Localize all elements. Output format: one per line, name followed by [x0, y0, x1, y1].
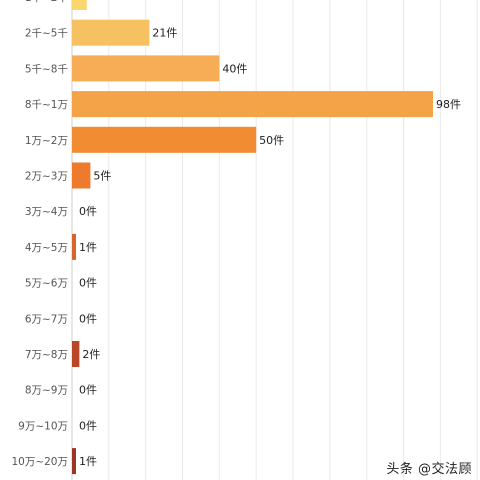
- bars: [72, 0, 433, 475]
- value-label: 21件: [152, 27, 177, 40]
- value-label: 40件: [222, 62, 247, 75]
- category-label: 8千~1万: [25, 99, 68, 111]
- value-label: 98件: [436, 98, 461, 111]
- category-label: 1万~2万: [25, 135, 68, 147]
- category-label: 7万~8万: [25, 349, 68, 361]
- value-label: 2件: [82, 348, 100, 361]
- bar: [72, 19, 150, 46]
- bar: [72, 0, 87, 10]
- value-label: 0件: [79, 419, 97, 432]
- category-label: 6万~7万: [25, 313, 68, 325]
- bar: [72, 91, 433, 118]
- category-label: 2千~5千: [25, 28, 68, 40]
- category-label: 5万~6万: [25, 278, 68, 290]
- category-label: 3万~4万: [25, 206, 68, 218]
- value-label: 50件: [259, 134, 284, 147]
- category-label: 10万~20万: [11, 456, 68, 468]
- category-label: 4万~5万: [25, 242, 68, 254]
- category-label: 1千~2千: [25, 0, 68, 4]
- value-label: 5件: [93, 170, 111, 183]
- bar: [72, 341, 80, 367]
- bar: [72, 55, 220, 82]
- value-label: 0件: [79, 312, 97, 325]
- bar: [72, 448, 76, 475]
- value-label: 0件: [79, 384, 97, 397]
- value-label: 0件: [79, 205, 97, 218]
- bar: [72, 233, 76, 260]
- value-labels: 21件 40件 98件 50件 5件 0件 1件 0件 0件 2件 0件 0件 1件: [79, 27, 461, 468]
- category-label: 9万~10万: [18, 420, 68, 432]
- bar: [72, 126, 257, 153]
- value-label: 1件: [79, 241, 97, 254]
- category-label: 8万~9万: [25, 385, 68, 397]
- category-label: 2万~3万: [25, 171, 68, 183]
- watermark: 头条 @交法顾: [386, 462, 472, 477]
- category-labels: 1千~2千 2千~5千 5千~8千 8千~1万 1万~2万 2万~3万 3万~4万 4万~5万…: [11, 0, 68, 468]
- bar: [72, 162, 91, 189]
- value-label: 0件: [79, 277, 97, 290]
- category-label: 5千~8千: [25, 63, 68, 75]
- value-label: 1件: [79, 455, 97, 468]
